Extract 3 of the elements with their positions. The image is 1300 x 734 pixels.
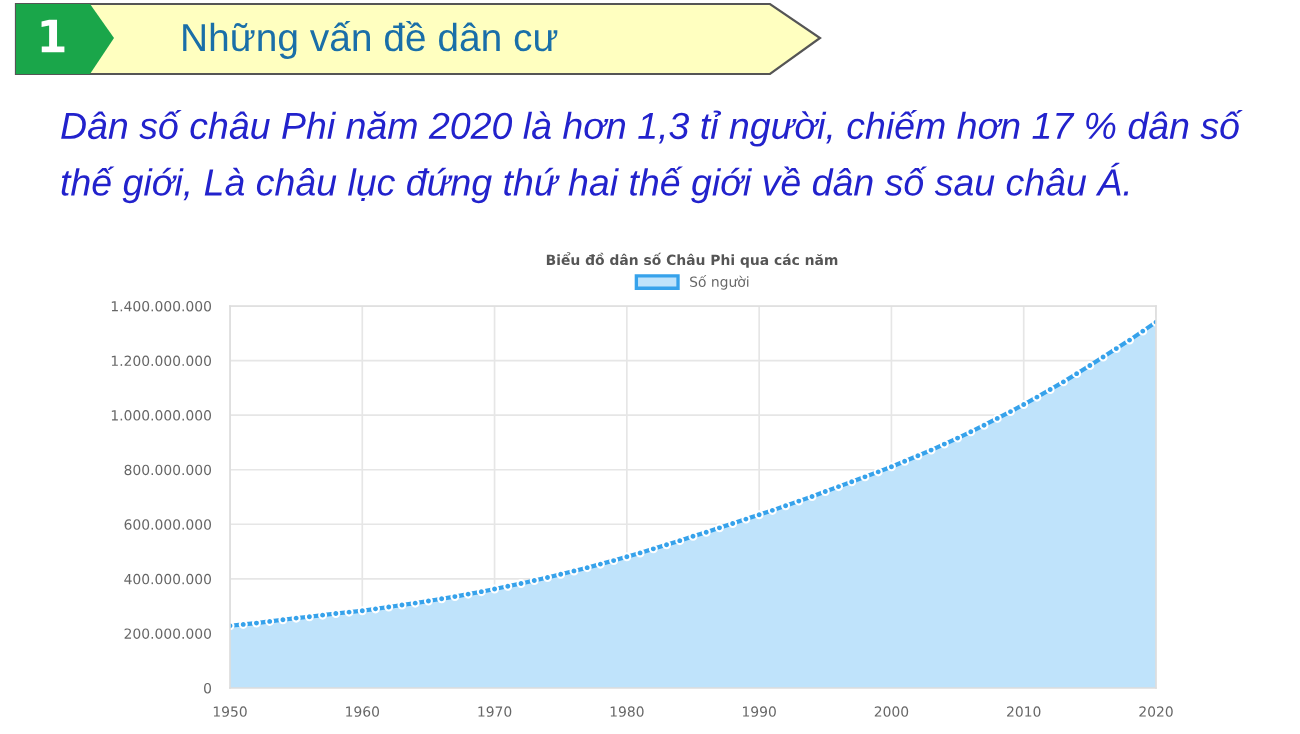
text: 1 (41, 19, 65, 53)
text: Những vấn đề dân cư (183, 21, 558, 59)
text: Dân số châu Phi năm 2020 là hơn 1,3 tỉ người, chiếm hơn 17 % dân số thế giới, Là châu lục đứng thứ hai thế giới về dân số sau châu Á. (61, 110, 1243, 204)
